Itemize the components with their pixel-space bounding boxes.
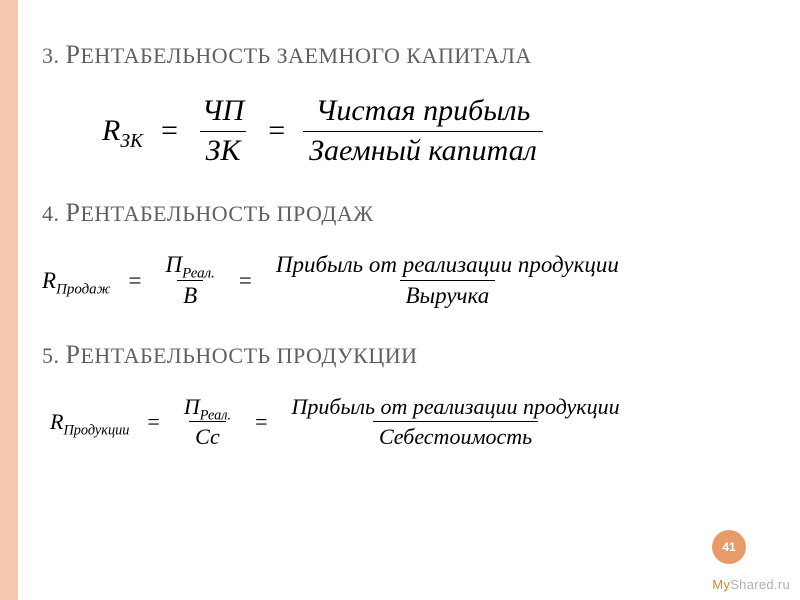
slide: 3. РЕНТАБЕЛЬНОСТЬ ЗАЕМНОГО КАПИТАЛА RЗК … — [0, 0, 800, 600]
lhs-main: R — [50, 409, 63, 434]
equals-sign: = — [141, 409, 165, 435]
lhs-sub: Продукции — [63, 422, 129, 438]
section-number: 3. — [42, 43, 60, 68]
lhs-sub: ЗК — [120, 131, 143, 152]
fraction-denominator: Сс — [189, 421, 226, 449]
fraction-numerator: Прибыль от реализации продукции — [270, 252, 625, 280]
watermark-prefix: My — [712, 577, 730, 592]
fraction-long: Чистая прибыль Заемный капитал — [303, 94, 543, 168]
fraction-denominator: Себестоимость — [373, 421, 538, 449]
lhs-main: R — [102, 114, 120, 147]
fraction-numerator: ПРеал. — [160, 252, 221, 280]
section-heading-4: 4. РЕНТАБЕЛЬНОСТЬ ПРОДАЖ — [42, 198, 762, 228]
fraction-denominator: В — [177, 280, 203, 309]
page-number-badge: 41 — [712, 530, 746, 564]
equals-sign: = — [123, 268, 148, 294]
fraction-numerator: ЧП — [196, 94, 250, 131]
num-main: П — [184, 394, 200, 419]
formula-lhs: RПродукции — [50, 409, 129, 435]
fraction-numerator: Прибыль от реализации продукции — [286, 394, 626, 421]
fraction-numerator: Чистая прибыль — [310, 94, 537, 131]
section-title-initial: Р — [66, 198, 81, 227]
fraction-numerator: ПРеал. — [178, 394, 237, 421]
formula-5: RПродукции = ПРеал. Сс = Прибыль от реал… — [50, 394, 762, 450]
section-title-initial: Р — [66, 40, 81, 69]
fraction-long: Прибыль от реализации продукции Выручка — [270, 252, 625, 310]
section-heading-3: 3. РЕНТАБЕЛЬНОСТЬ ЗАЕМНОГО КАПИТАЛА — [42, 40, 762, 70]
page-number: 41 — [722, 540, 735, 554]
fraction-denominator: Выручка — [400, 280, 496, 309]
equals-sign: = — [262, 114, 291, 148]
fraction-long: Прибыль от реализации продукции Себестои… — [286, 394, 626, 450]
left-accent-bar — [0, 0, 18, 600]
fraction-short: ПРеал. Сс — [178, 394, 237, 450]
slide-content: 3. РЕНТАБЕЛЬНОСТЬ ЗАЕМНОГО КАПИТАЛА RЗК … — [42, 40, 762, 449]
section-number: 5. — [42, 343, 60, 368]
fraction-short: ЧП ЗК — [196, 94, 250, 168]
section-heading-5: 5. РЕНТАБЕЛЬНОСТЬ ПРОДУКЦИИ — [42, 340, 762, 370]
num-sub: Реал. — [182, 266, 215, 282]
formula-lhs: RПродаж — [42, 268, 111, 294]
fraction-short: ПРеал. В — [160, 252, 221, 310]
lhs-sub: Продаж — [56, 282, 110, 298]
fraction-denominator: Заемный капитал — [303, 131, 543, 169]
lhs-main: R — [42, 268, 56, 293]
section-title-initial: Р — [66, 340, 81, 369]
formula-lhs: RЗК — [102, 114, 143, 148]
equals-sign: = — [155, 114, 184, 148]
watermark: MyShared.ru — [712, 577, 790, 592]
section-title-rest: ЕНТАБЕЛЬНОСТЬ ЗАЕМНОГО КАПИТАЛА — [80, 43, 531, 68]
formula-4: RПродаж = ПРеал. В = Прибыль от реализац… — [42, 252, 762, 310]
section-title-rest: ЕНТАБЕЛЬНОСТЬ ПРОДУКЦИИ — [80, 343, 417, 368]
equals-sign: = — [249, 409, 273, 435]
watermark-suffix: Shared.ru — [730, 577, 790, 592]
section-title-rest: ЕНТАБЕЛЬНОСТЬ ПРОДАЖ — [80, 201, 373, 226]
fraction-denominator: ЗК — [200, 131, 247, 169]
equals-sign: = — [233, 268, 258, 294]
num-main: П — [166, 252, 183, 277]
formula-3: RЗК = ЧП ЗК = Чистая прибыль Заемный кап… — [102, 94, 762, 168]
section-number: 4. — [42, 201, 60, 226]
